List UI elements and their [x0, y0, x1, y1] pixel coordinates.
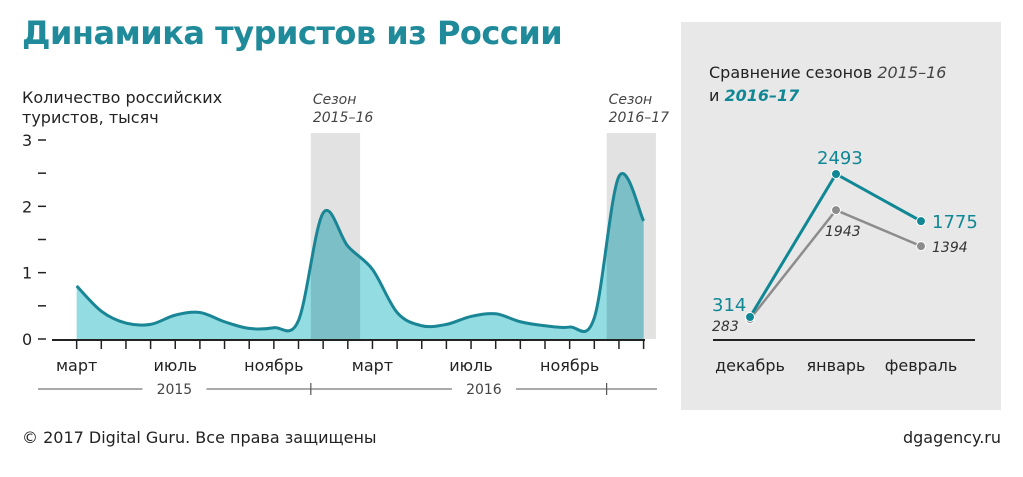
year-label-2015: 2015 — [157, 382, 193, 398]
value-label: 1775 — [932, 212, 978, 233]
comparison-title-line2: и 2016–17 — [709, 86, 800, 105]
value-label: 1394 — [932, 240, 968, 256]
comparison-category-3: февраль — [885, 356, 958, 375]
y-tick-label-0: 0 — [22, 330, 32, 349]
comparison-category-1: декабрь — [715, 356, 785, 375]
comparison-point — [745, 312, 755, 322]
comparison-point — [831, 205, 841, 216]
area-line — [75, 172, 645, 333]
x-tick-label-5: июль — [153, 356, 197, 375]
y-tick-label-2: 2 — [22, 197, 32, 216]
area-fill-season-1 — [310, 210, 361, 339]
comparison-title-season2: 2016–17 — [724, 86, 800, 105]
y-axis-label-line1: Количество российских — [22, 88, 222, 107]
comparison-point — [831, 169, 841, 179]
comparison-title: Сравнение сезонов 2015–16 — [709, 63, 946, 82]
x-tick-label-1: март — [56, 356, 97, 375]
x-tick-label-9: ноябрь — [244, 356, 303, 375]
value-label: 1943 — [825, 224, 861, 240]
value-label: 283 — [712, 319, 739, 335]
season-label-1-line1: Сезон — [313, 92, 357, 108]
season-label-2-line2: 2016–17 — [609, 110, 670, 126]
comparison-title-text2: и — [709, 86, 724, 105]
comparison-title-text1: Сравнение сезонов — [709, 63, 877, 82]
value-label: 314 — [712, 295, 746, 316]
chart-title: Динамика туристов из России — [22, 14, 563, 52]
x-tick-label-13: март — [352, 356, 393, 375]
x-tick-label-17: июль — [449, 356, 493, 375]
comparison-point — [916, 241, 926, 252]
season-label-1-line2: 2015–16 — [313, 110, 374, 126]
year-label-2016: 2016 — [466, 382, 502, 398]
value-label: 2493 — [817, 148, 863, 169]
comparison-category-2: январь — [807, 356, 866, 375]
area-fill-season-2 — [606, 173, 644, 339]
y-axis-label-line2: туристов, тысяч — [22, 108, 159, 127]
copyright-text: © 2017 Digital Guru. Все права защищены — [22, 428, 377, 447]
comparison-point — [916, 216, 926, 227]
x-tick-label-21: ноябрь — [540, 356, 599, 375]
y-tick-label-1: 1 — [22, 264, 32, 283]
y-axis-label: Количество российских туристов, тысяч — [22, 88, 222, 127]
y-tick-label-3: 3 — [22, 131, 32, 150]
season-label-2-line1: Сезон — [609, 92, 653, 108]
comparison-title-season1: 2015–16 — [877, 63, 946, 82]
site-link[interactable]: dgagency.ru — [902, 428, 1001, 447]
comparison-panel — [681, 22, 1001, 410]
